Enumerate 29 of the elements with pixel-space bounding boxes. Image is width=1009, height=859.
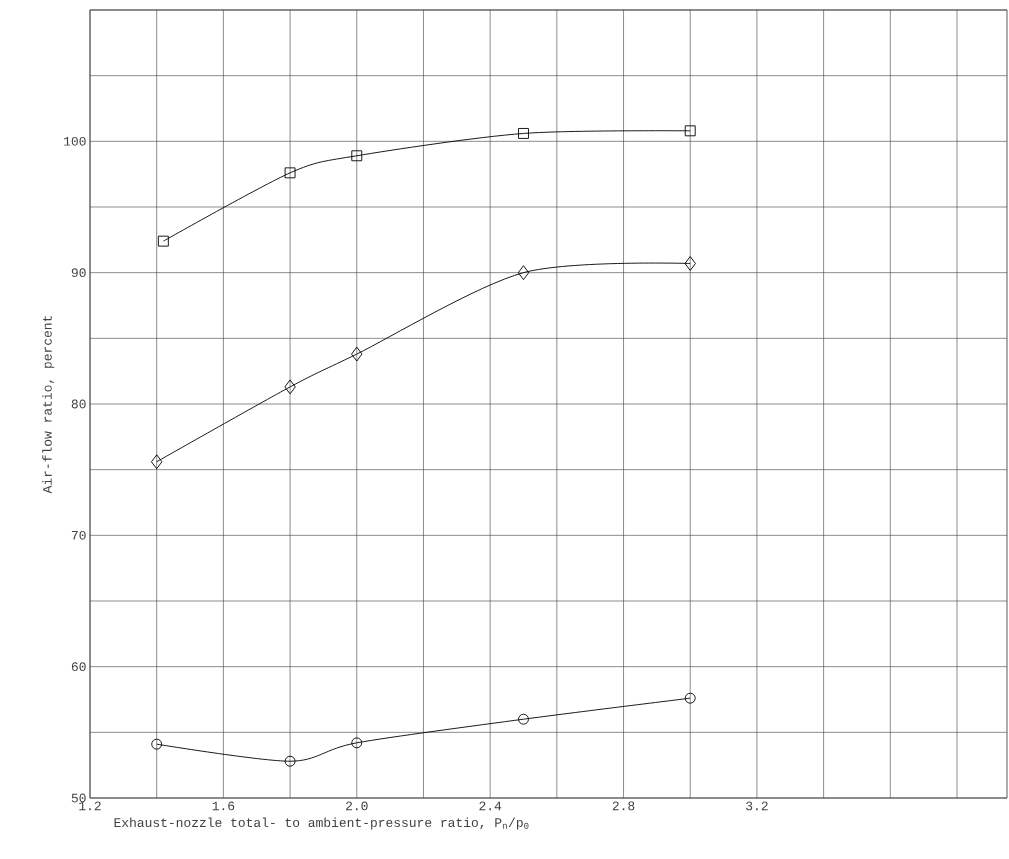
point	[351, 150, 363, 162]
point	[151, 454, 163, 470]
x-tick-label: 2.4	[479, 801, 502, 811]
y-tick-label: 50	[71, 793, 86, 803]
point	[684, 256, 696, 271]
point	[284, 167, 296, 179]
x-tick-label: 2.0	[346, 801, 368, 811]
x-tick-label: 2.8	[612, 801, 635, 811]
point	[518, 713, 529, 725]
y-tick-label: 90	[71, 268, 86, 278]
x-axis-title: Exhaust-nozzle total- to ambient-pressure ratio, P$_{n}$/p$_{0}$	[114, 817, 529, 830]
point	[284, 379, 296, 395]
point	[684, 692, 696, 704]
y-tick-label: 60	[71, 662, 86, 672]
y-tick-label: 70	[71, 530, 86, 540]
point	[157, 235, 169, 247]
point	[351, 346, 363, 362]
point	[351, 737, 363, 749]
x-tick-label: 1.6	[212, 801, 235, 811]
y-tick-label: 80	[71, 399, 86, 409]
y-axis-title: Air-flow ratio, percent	[42, 315, 55, 494]
x-tick-label: 1.2	[79, 801, 101, 811]
y-tick-label: 100	[64, 136, 86, 146]
x-tick-label: 3.2	[746, 801, 768, 811]
point	[684, 125, 696, 137]
point	[284, 755, 296, 767]
point	[518, 128, 529, 139]
point	[151, 738, 163, 750]
point	[517, 265, 530, 281]
